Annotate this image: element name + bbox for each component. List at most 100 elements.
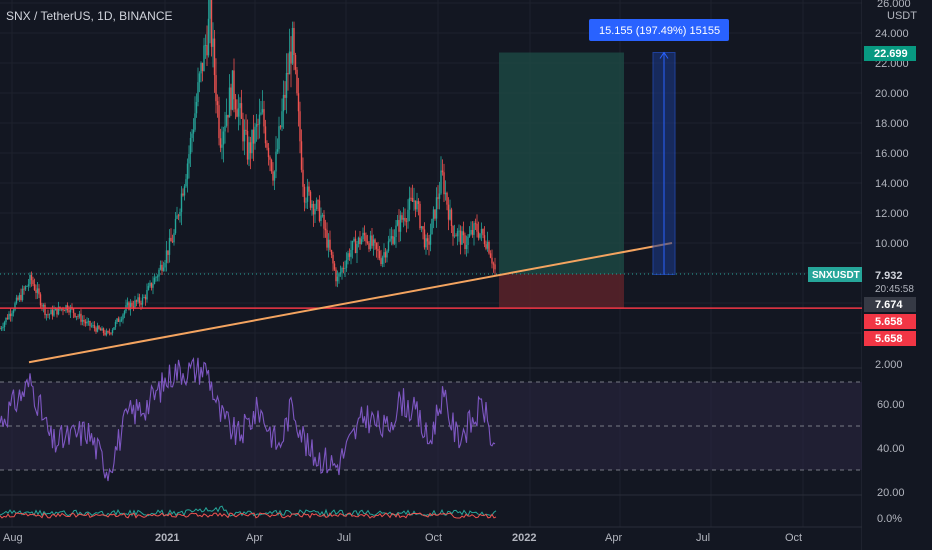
candle-body bbox=[441, 170, 444, 173]
candle-body bbox=[387, 241, 390, 251]
candle-body bbox=[435, 197, 438, 219]
candle-body bbox=[371, 235, 373, 246]
candle-body bbox=[200, 62, 202, 74]
candle-body bbox=[309, 191, 312, 208]
candle-body bbox=[183, 186, 186, 196]
candle-body bbox=[405, 221, 408, 223]
candle-body bbox=[143, 297, 145, 298]
candle-body bbox=[206, 45, 208, 56]
candle-body bbox=[138, 297, 141, 304]
candle-body bbox=[272, 171, 274, 181]
candle-body bbox=[101, 328, 103, 331]
stop-tag-1-bg bbox=[864, 314, 916, 329]
candle-body bbox=[353, 238, 355, 241]
candle-body bbox=[459, 230, 462, 245]
candle-body bbox=[303, 186, 306, 203]
candle-body bbox=[471, 229, 474, 235]
candle-body bbox=[47, 314, 49, 316]
candle-body bbox=[428, 241, 430, 245]
candle-body bbox=[243, 129, 246, 142]
candle-body bbox=[308, 186, 310, 192]
candle-body bbox=[389, 238, 391, 242]
candle-body bbox=[192, 129, 195, 134]
candle-body bbox=[95, 328, 97, 332]
target-price-tag-bg bbox=[864, 46, 916, 61]
candle-body bbox=[483, 235, 486, 245]
candle-body bbox=[417, 201, 420, 204]
candle-body bbox=[30, 274, 33, 281]
candle-body bbox=[255, 124, 258, 127]
candle-body bbox=[144, 297, 147, 300]
candle-body bbox=[287, 72, 289, 75]
candle-body bbox=[486, 241, 489, 249]
candle-body bbox=[377, 248, 379, 251]
candle-body bbox=[476, 223, 478, 232]
drawing-overlays[interactable] bbox=[0, 51, 862, 364]
candle-body bbox=[470, 229, 472, 235]
candle-body bbox=[203, 45, 205, 71]
candle-body bbox=[288, 51, 291, 75]
candle-body bbox=[14, 303, 16, 311]
price-tick: 10.000 bbox=[875, 238, 909, 250]
candle-body bbox=[461, 231, 463, 245]
rsi-tick: 40.00 bbox=[877, 443, 905, 455]
candle-body bbox=[258, 114, 261, 125]
candle-body bbox=[72, 308, 75, 314]
candle-body bbox=[314, 208, 316, 215]
candle-body bbox=[218, 105, 220, 139]
time-tick: Jul bbox=[696, 532, 710, 544]
candle-body bbox=[123, 311, 126, 315]
candle-body bbox=[224, 125, 226, 132]
candle-body bbox=[35, 290, 37, 293]
candle-body bbox=[305, 201, 307, 203]
candle-body bbox=[341, 268, 343, 273]
candle-body bbox=[413, 200, 415, 202]
candle-body bbox=[167, 250, 169, 255]
candle-body bbox=[87, 321, 90, 322]
candle-body bbox=[326, 230, 328, 248]
candle-body bbox=[434, 209, 436, 219]
candle-body bbox=[276, 149, 279, 152]
candle-body bbox=[195, 101, 198, 114]
candle-body bbox=[159, 264, 162, 270]
price-tick: 14.000 bbox=[875, 178, 909, 190]
candle-body bbox=[27, 284, 30, 287]
candle-body bbox=[180, 193, 183, 212]
candle-body bbox=[135, 300, 138, 302]
candle-body bbox=[68, 310, 70, 313]
candle-body bbox=[198, 73, 201, 83]
rsi-tick: 20.00 bbox=[877, 487, 905, 499]
candle-body bbox=[186, 163, 189, 180]
candle-body bbox=[50, 309, 52, 315]
candle-body bbox=[23, 288, 25, 290]
time-tick: Apr bbox=[246, 532, 263, 544]
position-zones[interactable] bbox=[499, 52, 624, 309]
candle-body bbox=[36, 288, 39, 293]
candle-body bbox=[96, 325, 99, 332]
candle-body bbox=[339, 272, 342, 274]
candle-body bbox=[78, 313, 81, 317]
candle-body bbox=[0, 328, 3, 329]
candle-body bbox=[150, 282, 153, 288]
candle-body bbox=[251, 129, 253, 154]
price-axis[interactable]: 26.000 USDT 24.000 22.000 20.000 18.000 … bbox=[808, 0, 932, 550]
price-tick: 24.000 bbox=[875, 28, 909, 40]
candle-body bbox=[225, 115, 228, 126]
candle-body bbox=[107, 331, 109, 333]
symbol-title[interactable]: SNX / TetherUS, 1D, BINANCE bbox=[6, 9, 173, 23]
candle-body bbox=[32, 280, 34, 285]
candle-body bbox=[297, 93, 300, 112]
candle-body bbox=[63, 310, 66, 312]
volume-tick: 0.0% bbox=[877, 513, 902, 525]
time-tick: Oct bbox=[425, 532, 442, 544]
candle-body bbox=[321, 214, 324, 216]
candle-body bbox=[300, 141, 303, 170]
time-axis[interactable]: Aug 2021 Apr Jul Oct 2022 Apr Jul Oct bbox=[0, 526, 862, 544]
candle-body bbox=[381, 257, 384, 265]
candle-body bbox=[42, 304, 45, 307]
candle-body bbox=[222, 131, 225, 145]
candle-body bbox=[171, 241, 174, 243]
candle-body bbox=[104, 333, 106, 335]
candle-body bbox=[20, 294, 22, 301]
